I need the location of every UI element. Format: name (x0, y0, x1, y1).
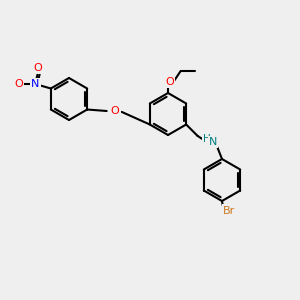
Text: O: O (111, 106, 119, 116)
Text: O: O (34, 63, 43, 73)
Text: N: N (209, 137, 218, 147)
Text: O: O (14, 79, 23, 89)
Text: Br: Br (223, 206, 235, 216)
Text: H: H (203, 134, 211, 145)
Text: N: N (31, 79, 39, 89)
Text: O: O (165, 76, 174, 87)
